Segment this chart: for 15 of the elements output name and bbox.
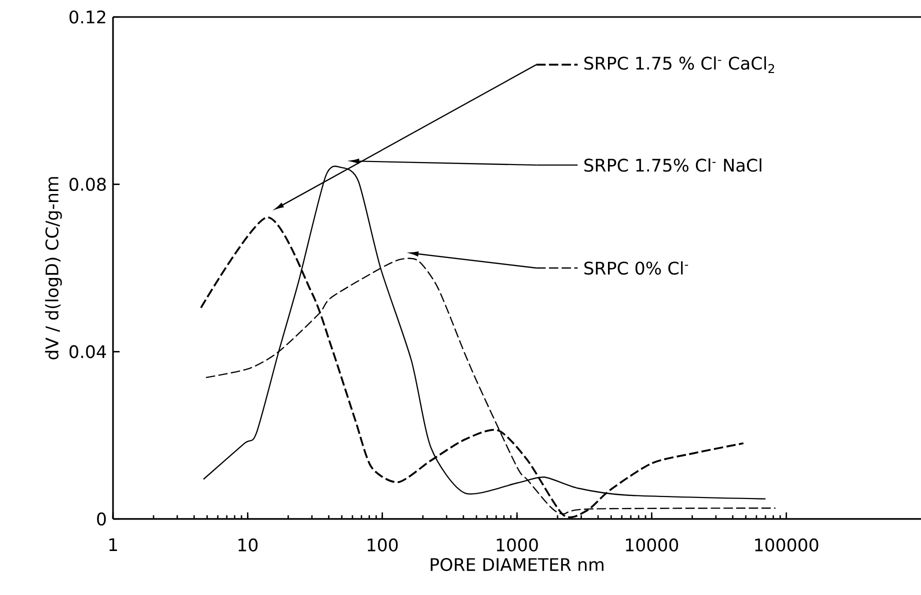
x-tick-label: 10 xyxy=(238,538,258,552)
x-axis-title: PORE DIAMETER nm xyxy=(430,558,604,572)
y-tick-label: 0.12 xyxy=(70,10,106,24)
legend-label: SRPC 1.75% Cl$^{-}$ NaCl xyxy=(584,158,762,172)
y-tick-label: 0.04 xyxy=(70,345,106,358)
y-tick-label: 0.08 xyxy=(70,178,106,191)
x-tick-label: 1000 xyxy=(496,538,538,552)
x-tick-label: 1 xyxy=(109,538,117,551)
x-tick-label: 10000 xyxy=(626,538,678,552)
y-axis-title: dV / d(logD) CC/g-nm xyxy=(45,177,62,360)
y-tick-label: 0 xyxy=(97,512,106,526)
x-tick-label: 100000 xyxy=(755,538,818,552)
legend-label: SRPC 1.75 % Cl$^{-}$ CaCl$_{2}$ xyxy=(584,56,774,74)
x-tick-label: 100 xyxy=(368,538,398,552)
legend-label: SRPC 0% Cl$^{-}$ xyxy=(584,261,688,275)
